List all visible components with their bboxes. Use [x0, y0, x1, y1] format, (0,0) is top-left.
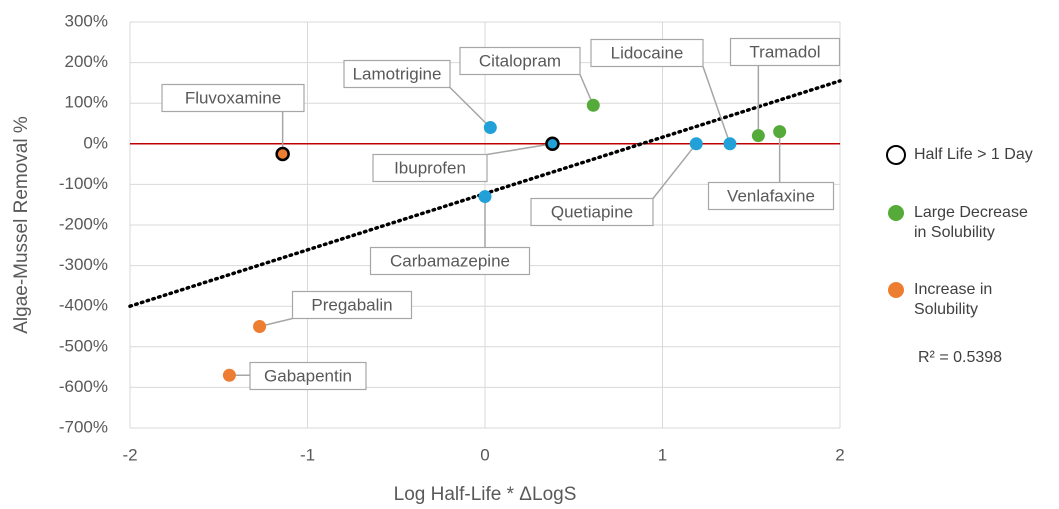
y-tick-label: -400%: [59, 296, 108, 315]
x-tick-label: 1: [658, 445, 667, 464]
label-box: [372, 153, 488, 183]
label-box: [530, 197, 654, 227]
point-label: Venlafaxine: [727, 186, 815, 205]
point: [483, 121, 497, 135]
y-tick-label: 200%: [65, 52, 108, 71]
x-tick-label: -2: [122, 445, 137, 464]
point-label: Carbamazepine: [390, 251, 510, 270]
label-box: [291, 290, 413, 320]
point: [723, 137, 737, 151]
legend-label: Half Life > 1 Day: [914, 146, 1033, 163]
point: [586, 98, 600, 112]
legend-label: Increase in Solubility: [914, 281, 993, 318]
leader-line: [652, 143, 697, 199]
point: [478, 190, 492, 204]
legend-marker: [888, 205, 904, 221]
legend-marker: [888, 282, 904, 298]
y-tick-label: -100%: [59, 174, 108, 193]
y-tick-label: 0%: [83, 133, 108, 152]
y-tick-label: 100%: [65, 93, 108, 112]
x-tick-label: 2: [835, 445, 844, 464]
label-box: [161, 83, 305, 113]
x-tick-label: 0: [480, 445, 489, 464]
point-label: Quetiapine: [551, 202, 633, 221]
point: [253, 320, 267, 333]
legend-marker: [886, 145, 906, 165]
r-squared: R² = 0.5398: [918, 349, 1003, 366]
label-box: [459, 46, 581, 76]
label-box: [343, 59, 451, 89]
point: [751, 129, 765, 143]
y-tick-label: -300%: [59, 255, 108, 274]
legend-item: Half Life > 1 Day: [886, 145, 1033, 165]
label-box: [369, 246, 531, 276]
point-label: Ibuprofen: [394, 158, 466, 177]
label-box: [729, 37, 841, 67]
y-tick-label: -500%: [59, 336, 108, 355]
point-label: Lamotrigine: [353, 64, 442, 83]
point: [689, 137, 703, 151]
label-box: [590, 38, 704, 68]
point: [773, 125, 787, 139]
y-tick-label: -200%: [59, 214, 108, 233]
x-tick-label: -1: [300, 445, 315, 464]
label-box: [707, 181, 835, 211]
point: [222, 368, 236, 382]
point-label: Pregabalin: [311, 295, 392, 314]
leader-line: [702, 66, 731, 145]
legend-label: Large Decrease in Solubility: [914, 204, 1028, 241]
y-tick-label: -600%: [59, 377, 108, 396]
point-label: Tramadol: [749, 42, 820, 61]
y-tick-label: 300%: [65, 11, 108, 30]
point-label: Gabapentin: [264, 366, 352, 385]
y-axis-title: Algae-Mussel Removal %: [11, 116, 32, 334]
point: [545, 136, 560, 152]
legend-item: Large Decrease in Solubility: [888, 203, 1039, 243]
leader-line: [486, 143, 553, 156]
point: [275, 146, 290, 162]
y-tick-label: -700%: [59, 417, 108, 436]
x-axis-title: Log Half-Life * ΔLogS: [394, 484, 577, 505]
point-label: Fluvoxamine: [185, 88, 281, 107]
leader-line: [449, 86, 491, 129]
label-box: [249, 361, 367, 391]
point-label: Citalopram: [479, 51, 561, 70]
point-label: Lidocaine: [611, 43, 684, 62]
legend-item: Increase in Solubility: [888, 280, 1039, 320]
